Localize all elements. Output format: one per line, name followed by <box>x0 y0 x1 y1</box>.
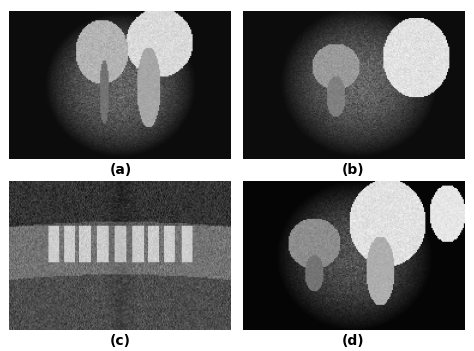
X-axis label: (b): (b) <box>342 163 365 177</box>
X-axis label: (a): (a) <box>109 163 132 177</box>
X-axis label: (d): (d) <box>342 334 365 348</box>
X-axis label: (c): (c) <box>110 334 131 348</box>
